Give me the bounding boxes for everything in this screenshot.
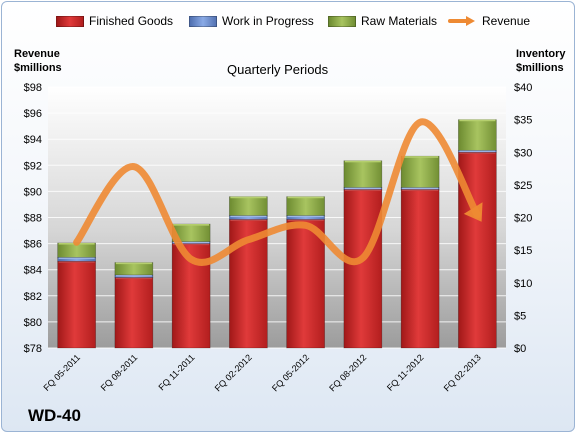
bar-highlight bbox=[115, 277, 152, 280]
right-tick-label: $15 bbox=[514, 245, 532, 257]
left-tick-label: $86 bbox=[24, 239, 42, 251]
bar-raw-materials bbox=[229, 196, 268, 216]
bar-raw-materials bbox=[114, 262, 154, 276]
bar-highlight bbox=[344, 189, 381, 192]
category-label: FQ 11-2011 bbox=[156, 352, 196, 392]
bar-highlight bbox=[459, 152, 496, 154]
bars bbox=[57, 119, 497, 349]
legend-item-finished-goods: Finished Goods bbox=[56, 14, 173, 28]
right-tick-label: $30 bbox=[514, 147, 532, 159]
revenue-line-path bbox=[73, 118, 481, 266]
bar-highlight bbox=[459, 119, 496, 122]
left-tick-label: $98 bbox=[24, 82, 42, 94]
bar-highlight bbox=[173, 224, 210, 226]
right-tick-label: $40 bbox=[514, 82, 532, 94]
left-axis-title: Revenue $millions bbox=[14, 48, 62, 74]
bar-finished-goods bbox=[114, 277, 154, 349]
bar-highlight bbox=[344, 187, 381, 190]
right-tick-label: $20 bbox=[514, 213, 532, 225]
legend-label: Raw Materials bbox=[361, 14, 438, 28]
legend-swatch-raw-materials bbox=[328, 15, 356, 27]
category-label: FQ 02-2012 bbox=[213, 352, 254, 393]
right-tick-label: $0 bbox=[514, 343, 526, 355]
legend-label: Finished Goods bbox=[89, 14, 174, 28]
left-tick-label: $82 bbox=[24, 291, 42, 303]
left-tick-label: $90 bbox=[24, 186, 42, 198]
bar-finished-goods bbox=[57, 260, 96, 349]
bar-highlight bbox=[402, 156, 439, 158]
bar-highlight bbox=[402, 187, 439, 190]
bar-highlight bbox=[173, 243, 210, 246]
bar-raw-materials bbox=[400, 155, 440, 188]
category-label: FQ 08-2011 bbox=[99, 352, 140, 393]
left-tick-label: $78 bbox=[24, 343, 42, 355]
bar-highlight bbox=[459, 150, 496, 152]
left-tick-label: $84 bbox=[24, 265, 42, 277]
bar-highlight bbox=[115, 274, 152, 277]
bar-finished-goods bbox=[286, 219, 325, 349]
legend: Finished Goods Work in Progress Raw Mate… bbox=[0, 14, 576, 32]
left-tick-label: $96 bbox=[24, 108, 42, 120]
legend-swatch-finished-goods bbox=[56, 15, 84, 27]
bar-highlight bbox=[58, 257, 95, 259]
bar-highlight bbox=[344, 160, 381, 163]
bar-highlight bbox=[230, 219, 267, 222]
revenue-arrowhead bbox=[463, 202, 483, 222]
bar-highlight bbox=[58, 261, 95, 263]
right-tick-label: $10 bbox=[514, 278, 532, 290]
bar-finished-goods bbox=[400, 189, 440, 349]
bar-highlight bbox=[115, 262, 152, 265]
right-tick-label: $25 bbox=[514, 180, 532, 192]
category-label: FQ 05-2011 bbox=[41, 352, 82, 393]
chart-title: Quarterly Periods bbox=[227, 62, 329, 77]
legend-item-revenue: Revenue bbox=[448, 14, 530, 28]
revenue-line bbox=[73, 118, 483, 266]
legend-label: Revenue bbox=[482, 14, 531, 28]
left-tick-label: $94 bbox=[24, 134, 42, 146]
bar-finished-goods bbox=[343, 189, 383, 349]
legend-item-work-in-progress: Work in Progress bbox=[189, 14, 314, 28]
left-tick-label: $88 bbox=[24, 213, 42, 225]
legend-item-raw-materials: Raw Materials bbox=[328, 14, 437, 28]
company-label: WD-40 bbox=[28, 406, 81, 425]
category-label: FQ 08-2012 bbox=[327, 352, 368, 393]
bar-highlight bbox=[287, 196, 324, 199]
legend-label: Work in Progress bbox=[222, 14, 314, 28]
bar-highlight bbox=[230, 215, 267, 218]
category-label: FQ 11-2012 bbox=[385, 352, 426, 393]
category-label: FQ 05-2012 bbox=[270, 352, 311, 393]
right-tick-label: $35 bbox=[514, 115, 532, 127]
right-axis-title: Inventory $millions bbox=[516, 48, 566, 74]
bar-highlight bbox=[230, 196, 267, 199]
left-tick-label: $80 bbox=[24, 317, 42, 329]
legend-swatch-work-in-progress bbox=[189, 15, 217, 27]
category-label: FQ 02-2013 bbox=[442, 352, 483, 393]
right-tick-label: $5 bbox=[514, 310, 526, 322]
bar-raw-materials bbox=[343, 160, 383, 188]
bar-raw-materials bbox=[458, 119, 497, 151]
bar-highlight bbox=[287, 219, 324, 222]
bar-highlight bbox=[287, 215, 324, 218]
legend-arrow-icon bbox=[448, 16, 475, 26]
bar-raw-materials bbox=[286, 196, 325, 216]
bar-highlight bbox=[402, 189, 439, 192]
left-tick-label: $92 bbox=[24, 160, 42, 172]
bar-highlight bbox=[173, 241, 210, 244]
